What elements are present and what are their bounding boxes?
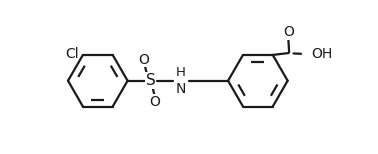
Text: N: N (176, 82, 186, 96)
Text: OH: OH (311, 47, 333, 61)
Text: Cl: Cl (65, 47, 79, 61)
Text: O: O (283, 25, 294, 39)
Text: O: O (138, 53, 149, 67)
Text: O: O (150, 95, 161, 109)
Text: H: H (176, 66, 186, 79)
Text: S: S (146, 73, 155, 88)
